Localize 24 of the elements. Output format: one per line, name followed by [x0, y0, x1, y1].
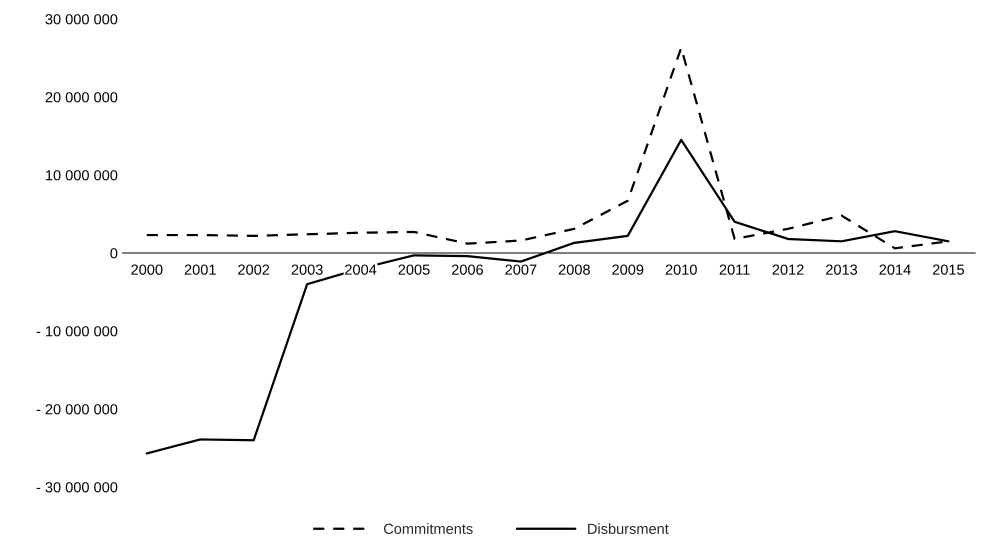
y-tick-label: 20 000 000 [46, 92, 118, 102]
y-tick-label: - 10 000 000 [36, 326, 118, 336]
y-tick-label: 10 000 000 [46, 170, 118, 180]
x-tick-label: 2015 [932, 264, 964, 275]
x-tick-label: 2005 [398, 264, 430, 275]
x-tick-label: 2008 [558, 264, 590, 275]
x-tick-label: 2006 [452, 264, 484, 275]
x-tick-label: 2013 [826, 264, 858, 275]
x-tick-label: 2010 [666, 264, 697, 275]
legend-label: Commitments [384, 523, 473, 534]
y-tick-label: - 20 000 000 [36, 404, 118, 414]
x-tick-label: 2011 [720, 264, 750, 275]
x-tick-label: 2003 [292, 264, 323, 275]
x-tick-label: 2007 [505, 264, 536, 275]
y-tick-label: - 30 000 000 [36, 482, 118, 492]
x-tick-label: 2000 [131, 264, 162, 275]
x-tick-label: 2001 [184, 264, 216, 275]
x-tick-label: 2009 [612, 264, 644, 275]
y-tick-label: 30 000 000 [45, 14, 118, 24]
y-tick-label: 0 [110, 248, 118, 258]
legend-label: Disbursment [588, 523, 669, 534]
x-tick-label: 2002 [238, 264, 270, 275]
x-tick-label: 2014 [879, 264, 911, 275]
x-tick-label: 2012 [772, 264, 804, 275]
